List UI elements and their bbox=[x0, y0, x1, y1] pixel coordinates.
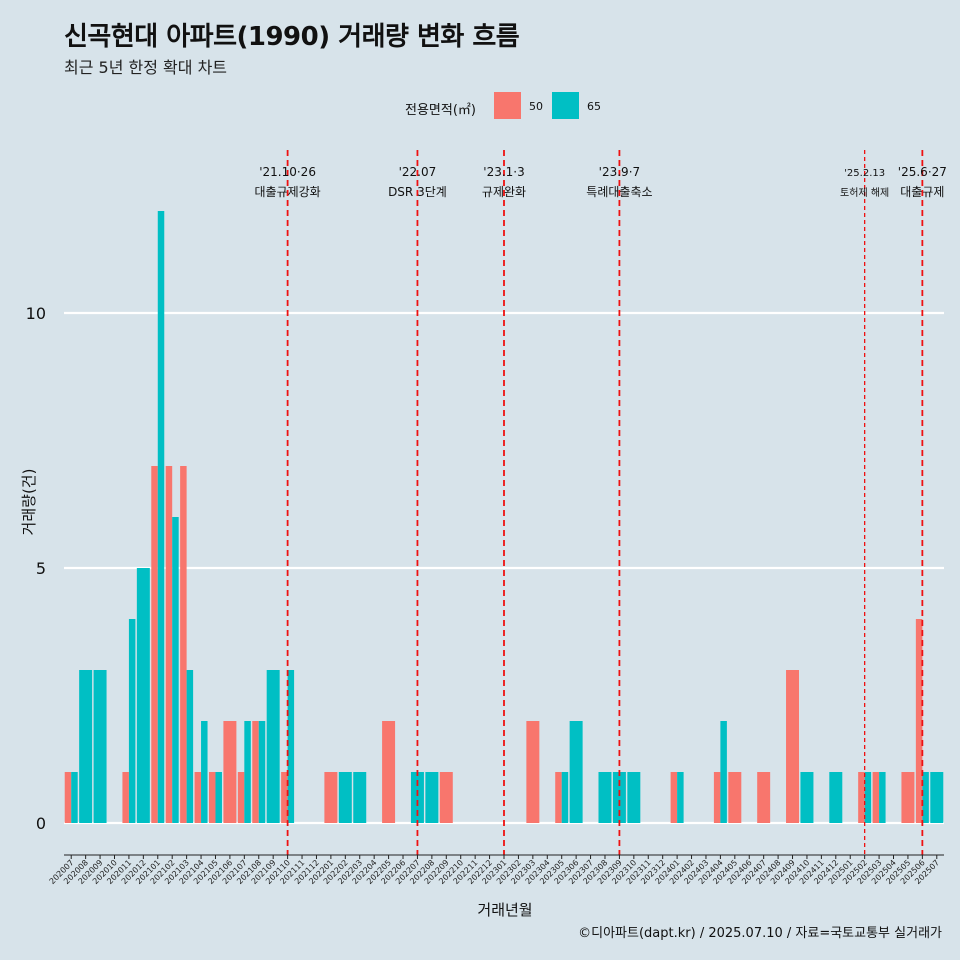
bar-50 bbox=[858, 772, 865, 823]
y-tick-label: 5 bbox=[36, 559, 46, 578]
bar-65 bbox=[71, 772, 78, 823]
bar-65 bbox=[201, 721, 208, 823]
bar-65 bbox=[561, 772, 569, 823]
bar-65 bbox=[612, 772, 626, 823]
bar-65 bbox=[266, 670, 280, 823]
event-label: 토허제 해제 bbox=[840, 186, 889, 199]
bar-50 bbox=[713, 772, 721, 823]
caption: ©디아파트(dapt.kr) / 2025.07.10 / 자료=국토교통부 실… bbox=[578, 926, 942, 941]
bar-50 bbox=[165, 466, 173, 823]
bar-65 bbox=[157, 211, 165, 823]
bar-50 bbox=[237, 772, 245, 823]
bar-65 bbox=[569, 721, 583, 823]
bar-65 bbox=[829, 772, 843, 823]
bar-65 bbox=[879, 772, 886, 823]
bar-50 bbox=[915, 619, 923, 823]
bar-65 bbox=[93, 670, 107, 823]
bar-50 bbox=[439, 772, 453, 823]
axis-layer: 2020072020082020092020102020112020122021… bbox=[48, 854, 944, 886]
bar-50 bbox=[786, 670, 800, 823]
bar-65 bbox=[930, 772, 944, 823]
bar-65 bbox=[627, 772, 641, 823]
bar-50 bbox=[670, 772, 678, 823]
event-date: '21.10·26 bbox=[259, 165, 316, 179]
event-date: '25.2.13 bbox=[844, 168, 885, 179]
bar-65 bbox=[186, 670, 194, 823]
bar-50 bbox=[324, 772, 338, 823]
event-label: 대출규제 bbox=[900, 185, 944, 199]
legend: 전용면적(㎡) 50 65 bbox=[0, 92, 960, 122]
bar-65 bbox=[720, 721, 727, 823]
bar-50 bbox=[281, 772, 288, 823]
bar-50 bbox=[180, 466, 187, 823]
bar-50 bbox=[64, 772, 72, 823]
event-label: 대출규제강화 bbox=[254, 185, 320, 199]
bar-50 bbox=[757, 772, 771, 823]
y-tick-label: 0 bbox=[36, 814, 46, 833]
bar-50 bbox=[151, 466, 158, 823]
chart-subtitle: 최근 5년 한정 확대 차트 bbox=[64, 58, 228, 77]
event-date: '23.9·7 bbox=[599, 165, 640, 179]
bar-65 bbox=[215, 772, 222, 823]
bar-65 bbox=[172, 517, 179, 823]
bar-50 bbox=[122, 772, 129, 823]
event-date: '23.1·3 bbox=[483, 165, 524, 179]
chart-title: 신곡현대 아파트(1990) 거래량 변화 흐름 bbox=[64, 22, 520, 52]
bar-50 bbox=[382, 721, 396, 823]
bar-65 bbox=[410, 772, 424, 823]
bar-65 bbox=[598, 772, 612, 823]
bar-65 bbox=[677, 772, 684, 823]
y-tick-label: 10 bbox=[26, 304, 46, 323]
bar-50 bbox=[555, 772, 562, 823]
bar-50 bbox=[901, 772, 915, 823]
bar-50 bbox=[208, 772, 216, 823]
bar-65 bbox=[425, 772, 439, 823]
legend-title: 전용면적(㎡) bbox=[405, 103, 476, 118]
bar-65 bbox=[338, 772, 352, 823]
bar-65 bbox=[136, 568, 150, 823]
event-date: '25.6·27 bbox=[898, 165, 947, 179]
bar-65 bbox=[800, 772, 814, 823]
bar-65 bbox=[128, 619, 136, 823]
bar-65 bbox=[79, 670, 93, 823]
y-axis-title: 거래량(건) bbox=[20, 469, 38, 536]
event-date: '22.07 bbox=[399, 165, 437, 179]
event-label: 규제완화 bbox=[482, 185, 526, 199]
bar-50 bbox=[252, 721, 259, 823]
legend-key-65 bbox=[552, 92, 579, 119]
bar-65 bbox=[353, 772, 367, 823]
bar-65 bbox=[258, 721, 266, 823]
bar-50 bbox=[526, 721, 540, 823]
x-axis-title: 거래년월 bbox=[477, 901, 532, 919]
bar-50 bbox=[872, 772, 880, 823]
bar-50 bbox=[223, 721, 237, 823]
bar-65 bbox=[864, 772, 872, 823]
legend-label-50: 50 bbox=[529, 100, 543, 113]
event-label: DSR 3단계 bbox=[388, 185, 447, 199]
legend-label-65: 65 bbox=[587, 100, 601, 113]
bar-50 bbox=[194, 772, 202, 823]
event-label: 특례대출축소 bbox=[586, 185, 652, 199]
bar-50 bbox=[728, 772, 742, 823]
annotation-layer: '21.10·26 대출규제강화 '22.07 DSR 3단계 '23.1·3 규제완화 '… bbox=[254, 150, 947, 855]
bar-65 bbox=[244, 721, 251, 823]
bar-layer bbox=[64, 211, 944, 823]
bar-65 bbox=[922, 772, 929, 823]
legend-key-50 bbox=[494, 92, 521, 119]
bar-65 bbox=[287, 670, 295, 823]
